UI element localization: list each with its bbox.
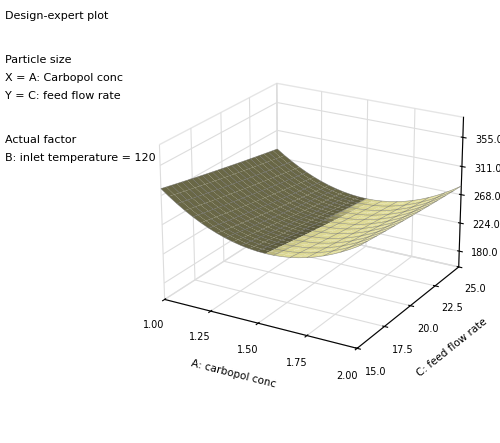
- X-axis label: A: carbopol conc: A: carbopol conc: [190, 359, 276, 390]
- Text: B: inlet temperature = 120: B: inlet temperature = 120: [5, 153, 156, 163]
- Y-axis label: C: feed flow rate: C: feed flow rate: [414, 317, 488, 379]
- Text: X = A: Carbopol conc: X = A: Carbopol conc: [5, 73, 123, 83]
- Text: Actual factor: Actual factor: [5, 135, 76, 145]
- Text: Design-expert plot: Design-expert plot: [5, 11, 108, 21]
- Text: Y = C: feed flow rate: Y = C: feed flow rate: [5, 91, 120, 101]
- Text: Particle size: Particle size: [5, 55, 71, 66]
